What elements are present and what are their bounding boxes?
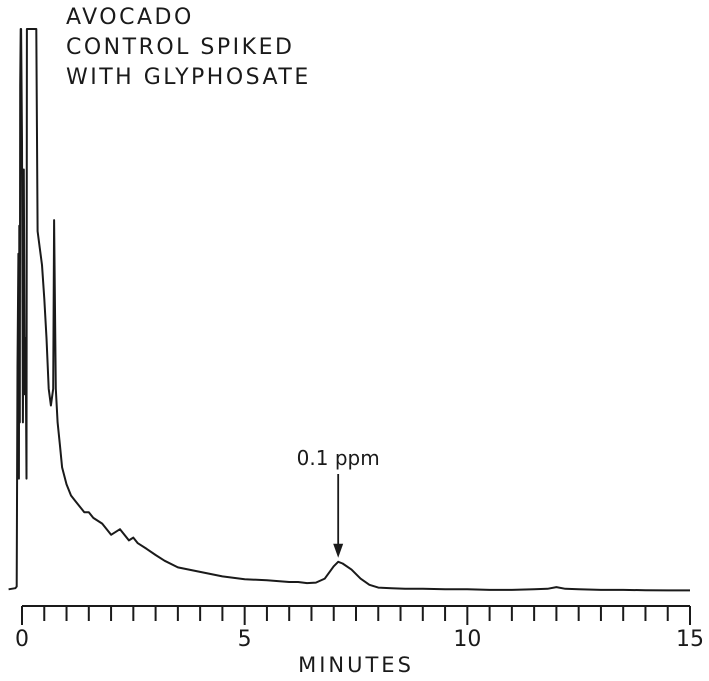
chromatogram-trace bbox=[8, 28, 690, 592]
x-axis-label: MINUTES bbox=[298, 653, 414, 677]
chart-title: AVOCADO CONTROL SPIKED WITH GLYPHOSATE bbox=[66, 5, 311, 90]
x-tick-label: 10 bbox=[453, 627, 481, 652]
x-tick-marks bbox=[21, 606, 691, 625]
x-tick-labels: 0 5 10 15 bbox=[15, 627, 704, 652]
peak-annotation-label: 0.1 ppm bbox=[297, 446, 380, 470]
peak-annotation: 0.1 ppm bbox=[297, 446, 380, 558]
x-tick-label: 0 bbox=[15, 627, 29, 652]
x-axis: 0 5 10 15 MINUTES bbox=[15, 605, 704, 677]
title-line-2: CONTROL SPIKED bbox=[66, 35, 294, 60]
x-tick-label: 5 bbox=[238, 627, 252, 652]
title-line-1: AVOCADO bbox=[66, 5, 194, 30]
x-tick-label: 15 bbox=[676, 627, 704, 652]
peak-annotation-arrowhead bbox=[333, 543, 344, 558]
title-line-3: WITH GLYPHOSATE bbox=[66, 65, 311, 90]
